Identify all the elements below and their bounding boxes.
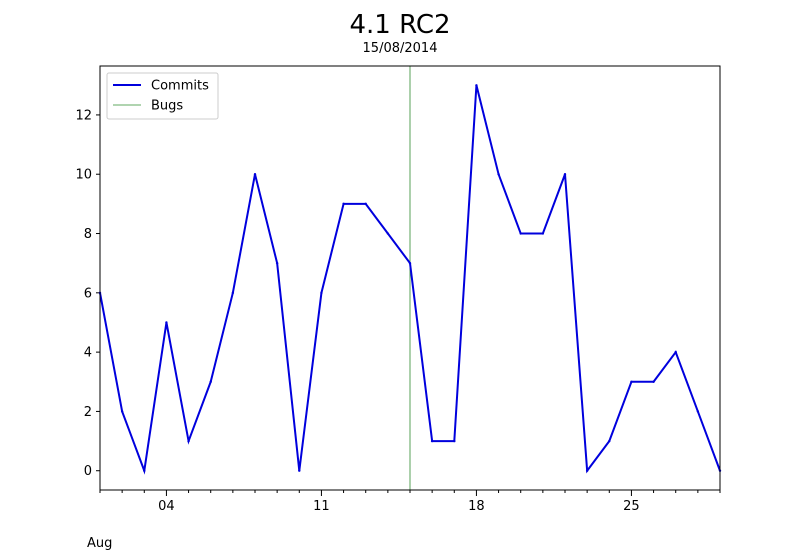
commits-point-2014-08-24 — [608, 439, 611, 443]
commits-point-2014-08-03 — [143, 469, 146, 472]
x-tick-label-18: 18 — [468, 499, 485, 514]
commits-point-2014-08-26 — [652, 380, 655, 383]
y-tick-label-8: 8 — [84, 227, 92, 242]
plot-area: 0 2 4 6 8 10 12 04 11 18 25 — [75, 66, 722, 514]
y-tick-label-12: 12 — [75, 108, 92, 123]
y-tick-label-2: 2 — [84, 405, 92, 420]
commits-point-2014-08-12 — [342, 202, 345, 206]
commits-point-2014-08-25 — [630, 380, 633, 383]
commits-point-2014-08-19 — [497, 173, 500, 176]
commits-point-2014-08-10 — [298, 469, 301, 472]
commits-point-2014-08-04 — [165, 321, 168, 324]
commits-point-2014-08-21 — [541, 232, 545, 235]
x-month-label: Aug — [87, 536, 112, 550]
legend-label-bugs: Bugs — [151, 99, 183, 114]
commits-point-2014-08-05 — [187, 439, 190, 443]
commits-point-2014-08-27 — [674, 350, 677, 354]
y-tick-label-10: 10 — [75, 168, 92, 183]
commits-point-2014-08-02 — [120, 410, 124, 413]
commits-point-2014-08-11 — [320, 291, 323, 295]
commits-point-2014-08-23 — [585, 469, 589, 472]
y-tick-label-6: 6 — [84, 286, 92, 301]
plot-frame — [99, 65, 721, 491]
commits-point-2014-08-08 — [253, 173, 257, 176]
x-tick-label-04: 04 — [158, 499, 175, 514]
commits-point-2014-08-28 — [696, 410, 700, 413]
x-tick-label-11: 11 — [313, 499, 330, 514]
legend-label-commits: Commits — [151, 79, 209, 94]
y-tick-label-0: 0 — [84, 464, 92, 479]
commits-point-2014-08-13 — [364, 202, 367, 206]
commits-point-2014-08-15 — [408, 261, 412, 265]
legend: Commits Bugs — [106, 72, 219, 120]
commits-point-2014-08-09 — [275, 261, 279, 265]
commits-point-2014-08-07 — [231, 291, 235, 295]
commits-point-2014-08-16 — [430, 439, 434, 443]
commits-point-2014-08-20 — [519, 232, 522, 235]
commits-point-2014-08-17 — [453, 439, 456, 443]
commits-point-2014-08-18 — [475, 84, 478, 87]
x-tick-label-25: 25 — [623, 499, 640, 514]
commits-point-2014-08-14 — [386, 232, 390, 235]
commits-point-2014-08-22 — [563, 173, 567, 176]
chart-subtitle: 15/08/2014 — [363, 41, 438, 56]
commits-point-2014-08-06 — [209, 380, 212, 383]
chart-title: 4.1 RC2 — [349, 10, 450, 40]
y-tick-label-4: 4 — [84, 346, 92, 361]
